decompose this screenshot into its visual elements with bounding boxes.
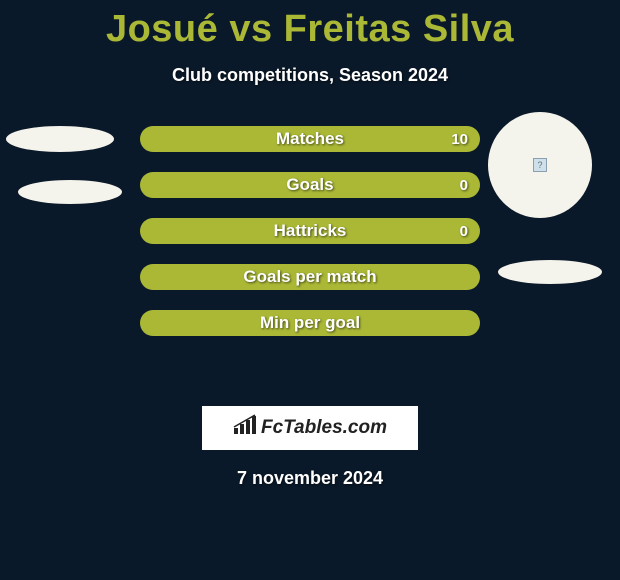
bar-hattricks: Hattricks 0 <box>140 218 480 244</box>
date-text: 7 november 2024 <box>0 468 620 489</box>
bar-label: Hattricks <box>274 221 347 241</box>
bar-matches: Matches 10 <box>140 126 480 152</box>
bars-container: Matches 10 Goals 0 Hattricks 0 Goals per… <box>140 126 480 356</box>
logo-box: FcTables.com <box>202 406 418 450</box>
bar-value-right: 10 <box>451 131 468 148</box>
bar-label: Matches <box>276 129 344 149</box>
bar-value-right: 0 <box>460 223 468 240</box>
left-ellipse-2 <box>18 180 122 204</box>
right-circle: ? <box>488 112 592 218</box>
bars-icon <box>233 414 257 442</box>
page-title: Josué vs Freitas Silva <box>0 0 620 51</box>
bar-label: Goals <box>286 175 333 195</box>
logo: FcTables.com <box>233 414 387 442</box>
bar-min-per-goal: Min per goal <box>140 310 480 336</box>
bar-value-right: 0 <box>460 177 468 194</box>
bar-label: Goals per match <box>243 267 376 287</box>
bar-goals: Goals 0 <box>140 172 480 198</box>
comparison-chart: ? Matches 10 Goals 0 Hattricks 0 Goals p… <box>0 126 620 386</box>
page-subtitle: Club competitions, Season 2024 <box>0 65 620 86</box>
right-ellipse <box>498 260 602 284</box>
bar-label: Min per goal <box>260 313 360 333</box>
logo-text: FcTables.com <box>261 417 387 439</box>
image-placeholder-icon: ? <box>533 158 547 172</box>
left-ellipse-1 <box>6 126 114 152</box>
bar-goals-per-match: Goals per match <box>140 264 480 290</box>
